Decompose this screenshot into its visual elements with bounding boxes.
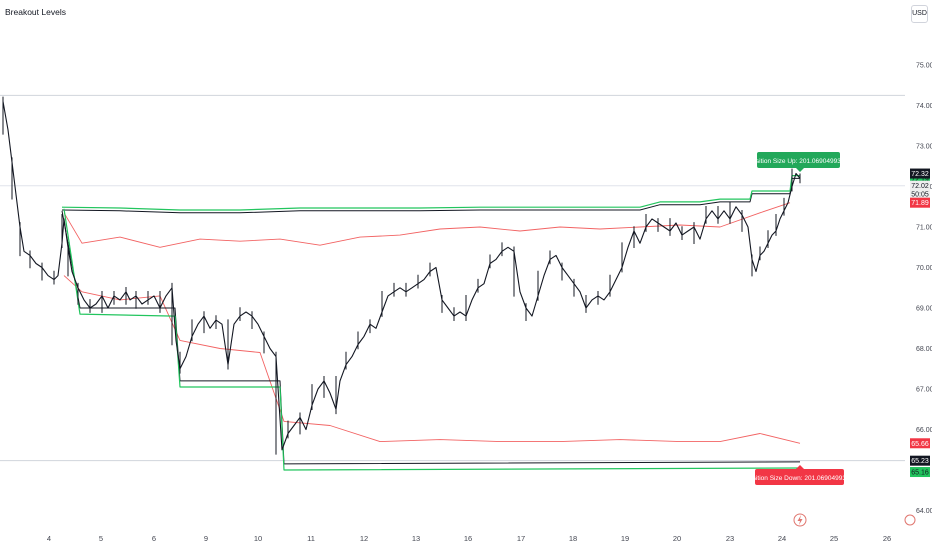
price-label-box xyxy=(910,438,930,449)
callout-up-pointer xyxy=(796,168,804,172)
lightning-icon[interactable] xyxy=(793,513,807,527)
callout-down-label: Position Size Down: 201.0690499333 xyxy=(745,475,854,482)
price-axis[interactable]: 75.0074.0073.0072.0071.0070.0069.0068.00… xyxy=(910,63,932,516)
time-tick-label: 17 xyxy=(517,534,525,543)
callout-up-label: Position Size Up: 201.0690499333 xyxy=(748,158,848,165)
price-tick-label: 73.00 xyxy=(916,144,932,151)
price-tick-label: 68.00 xyxy=(916,346,932,353)
time-tick-label: 25 xyxy=(830,534,838,543)
upper-mid-line xyxy=(63,202,791,248)
price-series xyxy=(2,96,801,455)
upper-band-line xyxy=(61,175,800,211)
price-label-text: 65.23 xyxy=(911,458,929,465)
price-label-box xyxy=(910,180,930,191)
time-tick-label: 18 xyxy=(569,534,577,543)
time-tick-label: 6 xyxy=(152,534,156,543)
indicator-lines xyxy=(61,175,801,471)
price-label-text: 65.16 xyxy=(911,470,929,477)
currency-button[interactable]: USD xyxy=(911,5,928,23)
time-tick-label: 26 xyxy=(883,534,891,543)
time-tick-label: 4 xyxy=(47,534,51,543)
price-label-box xyxy=(910,168,930,179)
price-label-text: 71.89 xyxy=(911,200,929,207)
settings-icon[interactable] xyxy=(904,514,916,526)
callout-down-pointer xyxy=(796,465,804,469)
price-label-text: 72.32 xyxy=(911,171,929,178)
price-tick-label: 64.00 xyxy=(916,508,932,515)
resistance-line xyxy=(61,177,800,214)
time-tick-label: 16 xyxy=(464,534,472,543)
lower-mid-line xyxy=(63,275,801,444)
price-line xyxy=(2,101,801,451)
time-tick-label: 11 xyxy=(307,534,315,543)
time-tick-label: 13 xyxy=(412,534,420,543)
price-tick-label: 69.00 xyxy=(916,306,932,313)
price-tick-label: 74.00 xyxy=(916,103,932,110)
price-label-text: 50:05 xyxy=(911,191,929,198)
price-label-box xyxy=(910,467,930,478)
time-tick-label: 10 xyxy=(254,534,262,543)
time-tick-label: 5 xyxy=(99,534,103,543)
price-label-box xyxy=(910,197,930,208)
price-label-box xyxy=(910,188,930,199)
lower-band-line xyxy=(63,208,801,471)
time-tick-label: 24 xyxy=(778,534,786,543)
price-tick-label: 70.00 xyxy=(916,265,932,272)
price-label-box xyxy=(910,455,930,466)
price-label-text: 72.02 xyxy=(911,183,929,190)
price-label-text: 72.19 xyxy=(911,176,929,183)
time-tick-label: 9 xyxy=(204,534,208,543)
time-tick-label: 12 xyxy=(360,534,368,543)
price-tick-label: 71.00 xyxy=(916,225,932,232)
time-tick-label: 23 xyxy=(726,534,734,543)
time-tick-label: 19 xyxy=(621,534,629,543)
support-line xyxy=(61,210,801,465)
indicator-title: Breakout Levels xyxy=(5,7,66,17)
price-tick-label: 66.00 xyxy=(916,427,932,434)
callouts: Position Size Up: 201.0690499333 Positio… xyxy=(745,152,854,485)
time-axis[interactable]: 4 5 6 9 10 11 12 13 16 17 18 19 20 23 24 25 26 xyxy=(47,534,891,543)
callout-up-box xyxy=(757,152,840,168)
time-tick-label: 20 xyxy=(673,534,681,543)
callout-down-box xyxy=(755,469,844,485)
grid xyxy=(0,94,905,462)
price-tick-label: 75.00 xyxy=(916,63,932,70)
price-label-box xyxy=(910,173,930,184)
price-tick-label: 67.00 xyxy=(916,387,932,394)
price-label-text: 65.66 xyxy=(911,441,929,448)
